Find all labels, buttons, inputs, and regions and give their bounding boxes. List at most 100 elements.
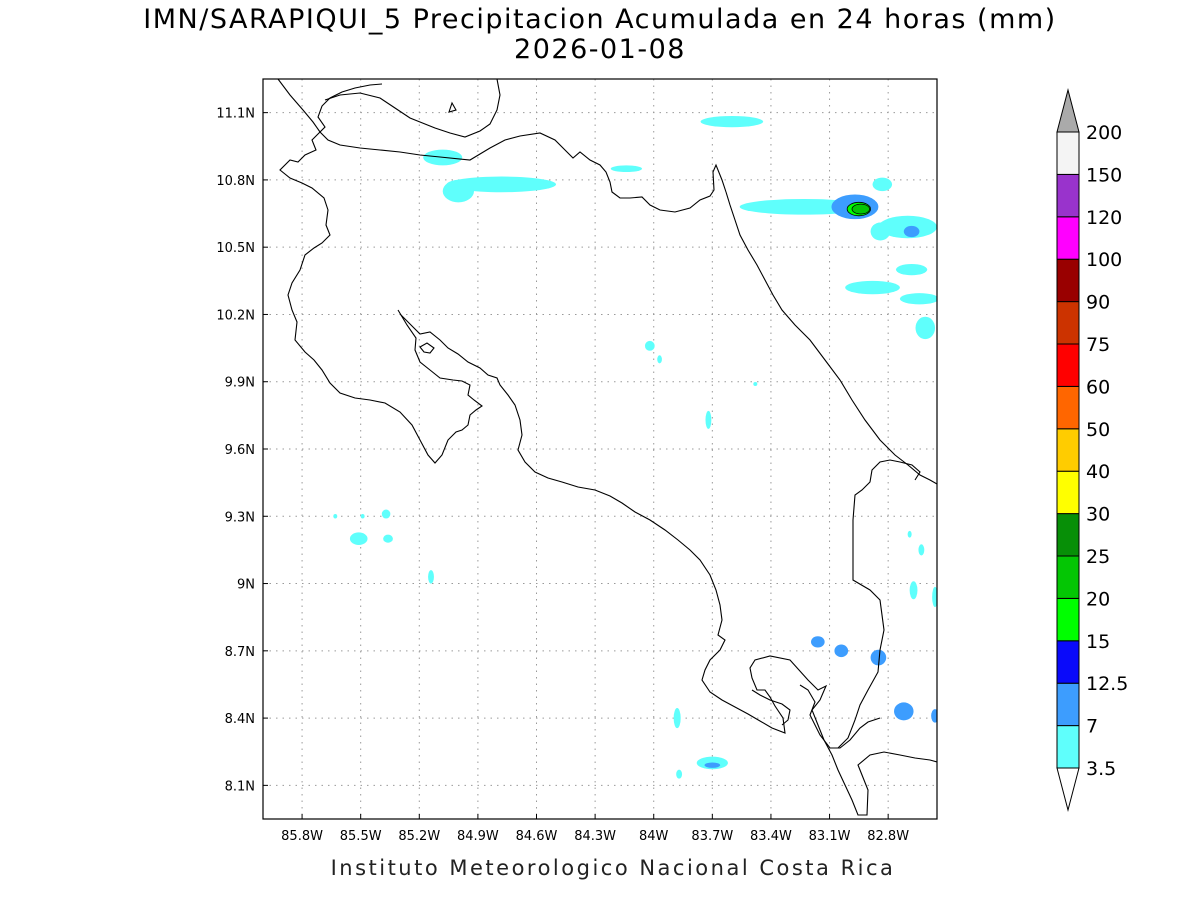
precip-area-3_5 [360,514,365,519]
colorbar-label: 60 [1086,376,1110,398]
colorbar-label: 12.5 [1086,673,1128,695]
colorbar-label: 40 [1086,461,1110,483]
lon-tick-label: 83.7W [691,829,733,844]
colorbar-swatch [1056,640,1080,684]
colorbar-label: 15 [1086,631,1110,653]
precip-area-3_5 [676,769,683,779]
precip-area-3_5 [845,280,900,295]
precip-area-7 [931,709,937,723]
colorbar-legend: 3.5 7 12.5 15 20 25 30 40 50 60 75 90 100 120 150 200 [1056,88,1128,812]
precip-area-3_5 [907,530,912,538]
map-date: 2026-01-08 [514,34,686,65]
lon-tick-label: 84.6W [516,829,558,844]
lat-tick-label: 8.1N [225,779,255,794]
colorbar-label: 200 [1086,122,1122,144]
precip-area-3_5 [918,544,925,556]
colorbar-swatch [1056,301,1080,345]
map-title: IMN/SARAPIQUI_5 Precipitacion Acumulada … [143,4,1057,35]
precip-area-7 [894,702,914,721]
precip-area-3_5 [428,570,434,584]
lon-tick-label: 82.8W [867,829,909,844]
precip-area-3_5 [657,355,662,364]
nicaragua-lake-shore [324,79,501,138]
colorbar-label: 100 [1086,249,1122,271]
precip-area-3_5 [446,176,557,193]
lat-tick-label: 10.8N [216,174,255,189]
lon-tick-label: 85.8W [281,829,323,844]
lon-tick-label: 85.5W [340,829,382,844]
colorbar-label: 30 [1086,504,1110,526]
gulf-nicoya-east [399,313,937,816]
precip-area-3_5 [700,116,764,128]
pacific-coastline-north [277,79,383,133]
colorbar-swatch [1056,173,1080,218]
colorbar-over-arrow [1056,88,1080,133]
colorbar-swatch [1056,343,1080,387]
colorbar-label: 7 [1086,716,1098,738]
lat-tick-label: 8.7N [225,645,255,660]
caribbean-coastline [725,191,937,485]
precip-area-3_5 [705,410,712,429]
precip-area-3_5 [349,532,368,545]
colorbar-label: 150 [1086,164,1122,186]
precip-area-3_5 [872,177,893,192]
colorbar-label: 25 [1086,546,1110,568]
colorbar-swatch [1056,216,1080,260]
precipitation-contours [333,116,937,779]
lon-tick-label: 84W [639,829,669,844]
lat-tick-label: 9.6N [225,443,255,458]
institution-footer: Instituto Meteorologico Nacional Costa R… [330,856,896,880]
colorbar-swatch [1056,131,1080,175]
precip-area-3_5 [899,293,937,305]
colorbar-under-arrow [1056,767,1080,812]
precip-area-3_5 [442,179,474,203]
colorbar-label: 75 [1086,334,1110,356]
precip-area-3_5 [895,264,928,276]
precip-area-3_5 [610,165,643,173]
colorbar-swatch [1056,258,1080,303]
precip-area-3_5 [673,708,681,729]
colorbar-label: 50 [1086,419,1110,441]
precip-area-20 [851,203,871,215]
lon-tick-label: 83.4W [750,829,792,844]
axis-labels: 85.8W 85.5W 85.2W 84.9W 84.6W 84.3W 84W 83.7W 83… [216,107,909,844]
colorbar-swatch [1056,428,1080,472]
lat-tick-label: 10.2N [216,308,255,323]
nicoya-coast [279,131,483,464]
colorbar-swatch [1056,682,1080,727]
coastline [277,79,937,816]
precip-area-3_5 [753,381,758,386]
colorbar-label: 3.5 [1086,758,1116,780]
precip-area-3_5 [333,514,338,519]
panama-border [837,459,921,749]
precip-area-3_5 [644,340,655,351]
nicoya-island [419,342,435,354]
precip-area-7 [834,644,849,658]
lat-tick-label: 8.4N [225,712,255,727]
colorbar-swatch [1056,597,1080,642]
lat-tick-label: 9.9N [225,376,255,391]
lon-tick-label: 85.2W [398,829,440,844]
nicaragua-border [319,131,727,213]
lat-tick-label: 10.5N [216,241,255,256]
colorbar-label: 120 [1086,207,1122,229]
precip-area-3_5 [383,534,393,543]
lon-tick-label: 84.3W [574,829,616,844]
lon-tick-label: 84.9W [457,829,499,844]
colorbar-label: 20 [1086,588,1110,610]
osa-peninsula-inner [751,689,791,726]
lake-island [448,101,457,113]
colorbar-swatch [1056,725,1080,769]
colorbar-swatch [1056,385,1080,430]
precip-area-7 [870,649,887,666]
colorbar-swatch [1056,555,1080,599]
colorbar-swatch [1056,513,1080,557]
lon-tick-label: 83.1W [809,829,851,844]
lat-tick-label: 11.1N [216,107,255,122]
precip-area-7 [810,636,825,648]
lat-tick-label: 9N [237,578,255,593]
lat-tick-label: 9.3N [225,510,255,525]
colorbar-swatch [1056,470,1080,515]
precip-area-3_5 [870,222,891,241]
